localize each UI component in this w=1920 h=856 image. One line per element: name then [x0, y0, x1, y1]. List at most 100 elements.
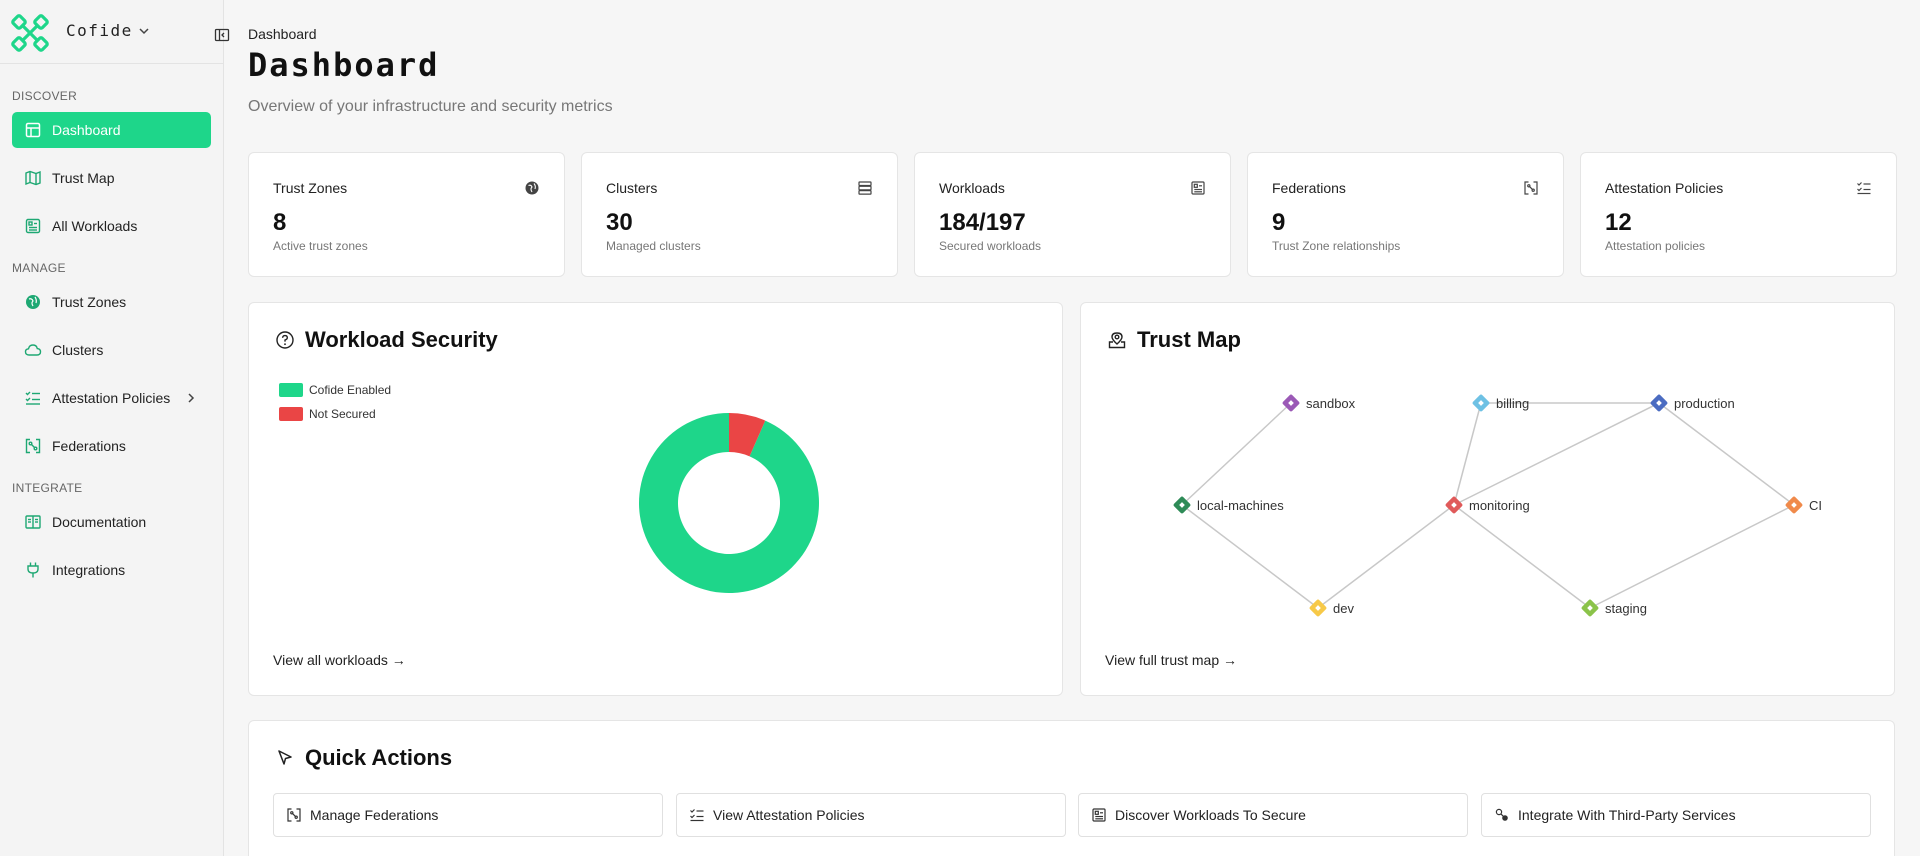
sidebar-item-trust-map[interactable]: Trust Map: [12, 160, 211, 196]
workload-security-panel: Workload Security Cofide Enabled Not Sec…: [248, 302, 1063, 696]
collapse-sidebar-icon[interactable]: [214, 27, 230, 43]
view-attestation-policies-button[interactable]: View Attestation Policies: [676, 793, 1066, 837]
trust-node-monitoring[interactable]: monitoring: [1445, 496, 1530, 514]
trust-node-marker-center: [1791, 502, 1797, 508]
chart-legend: Cofide Enabled Not Secured: [279, 378, 391, 426]
legend-item[interactable]: Not Secured: [279, 402, 391, 426]
sidebar-item-integrations[interactable]: Integrations: [12, 552, 211, 588]
trust-node-marker-center: [1451, 502, 1457, 508]
trust-node-marker-center: [1587, 605, 1593, 611]
stat-desc: Secured workloads: [939, 239, 1042, 253]
brand-name: Cofide: [66, 21, 133, 40]
view-all-workloads-link[interactable]: View all workloads →: [273, 652, 406, 668]
federation-icon: [1524, 181, 1538, 195]
cloud-icon: [24, 341, 42, 359]
manage-federations-button[interactable]: Manage Federations: [273, 793, 663, 837]
stat-label: Clusters: [606, 180, 658, 196]
sidebar-item-label: Trust Map: [52, 170, 115, 186]
legend-item[interactable]: Cofide Enabled: [279, 378, 391, 402]
trust-node-sandbox[interactable]: sandbox: [1282, 394, 1356, 412]
trust-node-marker-center: [1179, 502, 1185, 508]
trust-node-production[interactable]: production: [1650, 394, 1735, 412]
sidebar-item-trust-zones[interactable]: Trust Zones: [12, 284, 211, 320]
sidebar: Cofide DISCOVER Dashboard Trust Map All …: [0, 0, 224, 856]
donut-slice-not-secured[interactable]: [729, 413, 766, 457]
workload-security-title: Workload Security: [305, 327, 498, 352]
legend-swatch: [279, 407, 303, 421]
globe-icon: [24, 293, 42, 311]
federation-icon: [286, 807, 302, 823]
trust-edge: [1658, 402, 1795, 506]
button-label: View Attestation Policies: [713, 807, 865, 823]
trust-edge: [1453, 402, 1482, 506]
sidebar-item-attestation-policies[interactable]: Attestation Policies: [12, 380, 211, 416]
button-label: Discover Workloads To Secure: [1115, 807, 1306, 823]
server-icon: [858, 181, 872, 195]
quick-actions-title-row: Quick Actions: [275, 745, 452, 771]
workloads-icon: [1091, 807, 1107, 823]
trust-map-title-row: Trust Map: [1107, 327, 1241, 353]
stat-value: 12: [1605, 209, 1632, 236]
sidebar-item-label: Documentation: [52, 514, 147, 530]
stat-card-federations[interactable]: Federations 9 Trust Zone relationships: [1247, 152, 1564, 277]
trust-node-marker-center: [1478, 400, 1484, 406]
stat-value: 184/197: [939, 209, 1026, 236]
brand-switcher[interactable]: Cofide: [0, 0, 224, 64]
discover-workloads-button[interactable]: Discover Workloads To Secure: [1078, 793, 1468, 837]
stat-desc: Managed clusters: [606, 239, 701, 253]
trust-edge: [1181, 504, 1319, 609]
section-label-integrate: INTEGRATE: [12, 481, 83, 495]
section-label-discover: DISCOVER: [12, 89, 78, 103]
trust-node-local-machines[interactable]: local-machines: [1173, 496, 1284, 514]
breadcrumb[interactable]: Dashboard: [248, 26, 317, 42]
trust-node-ci[interactable]: CI: [1785, 496, 1822, 514]
stat-card-workloads[interactable]: Workloads 184/197 Secured workloads: [914, 152, 1231, 277]
sidebar-item-documentation[interactable]: Documentation: [12, 504, 211, 540]
sidebar-item-label: Attestation Policies: [52, 390, 171, 406]
page-title: Dashboard: [248, 46, 440, 84]
legend-label: Not Secured: [309, 407, 376, 421]
sidebar-item-label: Clusters: [52, 342, 104, 358]
stat-card-attestation-policies[interactable]: Attestation Policies 12 Attestation poli…: [1580, 152, 1897, 277]
stat-card-trust-zones[interactable]: Trust Zones 8 Active trust zones: [248, 152, 565, 277]
trust-edge: [1181, 402, 1292, 506]
stat-value: 8: [273, 209, 287, 236]
help-circle-icon: [275, 330, 295, 350]
trust-node-label: billing: [1496, 396, 1529, 411]
stat-label: Federations: [1272, 180, 1346, 196]
sidebar-item-all-workloads[interactable]: All Workloads: [12, 208, 211, 244]
trust-node-label: CI: [1809, 498, 1822, 513]
trust-node-label: sandbox: [1306, 396, 1356, 411]
view-full-trust-map-link[interactable]: View full trust map →: [1105, 652, 1238, 668]
stat-card-clusters[interactable]: Clusters 30 Managed clusters: [581, 152, 898, 277]
sidebar-item-clusters[interactable]: Clusters: [12, 332, 211, 368]
trust-node-billing[interactable]: billing: [1472, 394, 1529, 412]
section-label-manage: MANAGE: [12, 261, 66, 275]
map-icon: [24, 169, 42, 187]
list-check-icon: [24, 389, 42, 407]
sidebar-item-label: Dashboard: [52, 122, 121, 138]
stat-label: Workloads: [939, 180, 1005, 196]
legend-swatch: [279, 383, 303, 397]
federation-icon: [24, 437, 42, 455]
sidebar-item-label: Trust Zones: [52, 294, 127, 310]
trust-node-dev[interactable]: dev: [1309, 599, 1355, 617]
trust-edge: [1453, 402, 1660, 506]
stat-value: 9: [1272, 209, 1286, 236]
chevron-down-icon: [139, 28, 149, 35]
sidebar-item-federations[interactable]: Federations: [12, 428, 211, 464]
trust-node-staging[interactable]: staging: [1581, 599, 1647, 617]
integrate-third-party-button[interactable]: Integrate With Third-Party Services: [1481, 793, 1871, 837]
stat-label: Trust Zones: [273, 180, 348, 196]
trust-node-label: staging: [1605, 601, 1647, 616]
donut-slice-cofide-enabled[interactable]: [639, 413, 819, 593]
trust-node-label: production: [1674, 396, 1735, 411]
workload-security-donut-chart: [639, 413, 819, 593]
plug-icon: [24, 561, 42, 579]
map-pin-icon: [1107, 330, 1127, 350]
workload-security-title-row: Workload Security: [275, 327, 498, 353]
trust-node-label: local-machines: [1197, 498, 1284, 513]
sidebar-item-label: All Workloads: [52, 218, 138, 234]
stat-desc: Attestation policies: [1605, 239, 1706, 253]
sidebar-item-dashboard[interactable]: Dashboard: [12, 112, 211, 148]
